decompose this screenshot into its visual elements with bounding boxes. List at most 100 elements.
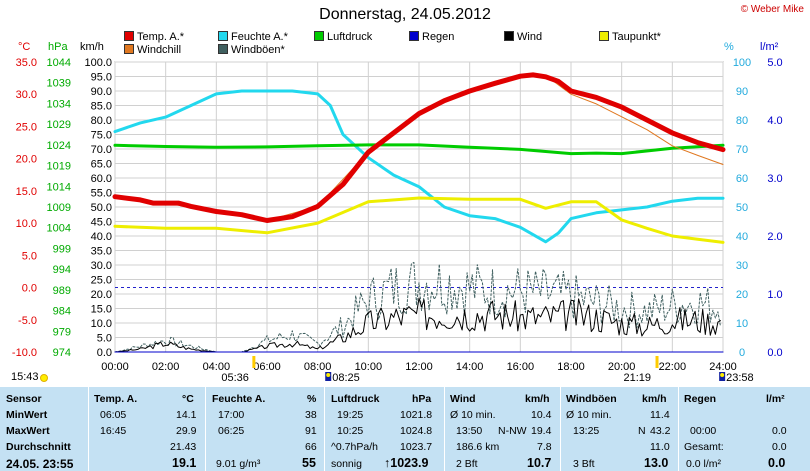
row-header-now: 24.05. 23:55 <box>6 457 74 471</box>
legend-label: Feuchte A.* <box>231 31 288 43</box>
temp-tick-label: 15.0 <box>16 186 37 198</box>
temp-avg-value: 21.43 <box>170 441 197 453</box>
legend-label: Windböen* <box>231 44 285 56</box>
wind-tick-label: 100.0 <box>84 57 112 69</box>
press-max-time: 10:25 <box>337 425 364 437</box>
wind-beaufort: 2 Bft <box>456 458 478 470</box>
hum-avg-value: 66 <box>305 441 317 453</box>
sunset-label: 21:19 <box>623 372 651 384</box>
pressure-tick-label: 974 <box>53 347 71 359</box>
hum-col-header: Feuchte A. <box>212 393 266 405</box>
hum-min-value: 38 <box>305 409 317 421</box>
gust-col-unit: km/h <box>642 393 667 405</box>
hum-col-unit: % <box>307 393 317 405</box>
series-windb-en <box>114 261 721 353</box>
humidity-tick-label: 90 <box>736 86 748 98</box>
row-header-min: MinWert <box>6 409 48 421</box>
pressure-tick-label: 1014 <box>47 181 71 193</box>
wind-col-unit: km/h <box>525 393 550 405</box>
wind-tick-label: 55.0 <box>91 188 112 200</box>
humidity-tick-label: 70 <box>736 144 748 156</box>
pressure-tick-label: 1044 <box>47 57 71 69</box>
press-now-value: ↑1023.9 <box>384 456 429 470</box>
humidity-axis-unit: % <box>724 41 734 53</box>
x-tick-label: 10:00 <box>355 361 383 373</box>
temp-axis-unit: °C <box>18 41 31 53</box>
pressure-tick-label: 1039 <box>47 78 71 90</box>
rain-max-value: 0.0 <box>772 425 787 437</box>
press-min-time: 19:25 <box>337 409 364 421</box>
temp-tick-label: -5.0 <box>18 315 37 327</box>
x-tick-label: 02:00 <box>152 361 180 373</box>
wind-tick-label: 40.0 <box>91 231 112 243</box>
temp-min-time: 06:05 <box>100 409 127 421</box>
temp-tick-label: 20.0 <box>16 154 37 166</box>
series-luftdruck <box>113 143 725 156</box>
wind-tick-label: 60.0 <box>91 173 112 185</box>
press-max-value: 1024.8 <box>400 425 433 437</box>
temp-col-header: Temp. A. <box>94 393 138 405</box>
pressure-tick-label: 979 <box>53 326 71 338</box>
temp-tick-label: 25.0 <box>16 121 37 133</box>
press-col-unit: hPa <box>412 393 432 405</box>
temp-max-value: 29.9 <box>176 425 197 437</box>
chart-title: Donnerstag, 24.05.2012 <box>319 6 491 23</box>
series-taupunkt <box>113 196 725 244</box>
legend-item-humidity: Feuchte A.* <box>218 31 288 43</box>
rain-col-header: Regen <box>684 393 717 405</box>
humidity-tick-label: 10 <box>736 318 748 330</box>
x-tick-label: 14:00 <box>456 361 484 373</box>
wind-min-value: 10.4 <box>531 409 552 421</box>
legend-item-temp: Temp. A.* <box>124 31 184 43</box>
wind-tick-label: 85.0 <box>91 101 112 113</box>
pressure-tick-label: 984 <box>53 306 71 318</box>
humidity-tick-label: 0 <box>739 347 745 359</box>
pressure-tick-label: 989 <box>53 285 71 297</box>
pressure-tick-label: 999 <box>53 243 71 255</box>
gust-min-time: Ø 10 min. <box>566 409 612 421</box>
moonrise-moon-icon <box>326 373 331 377</box>
temp-now-value: 19.1 <box>172 456 197 470</box>
humidity-tick-label: 20 <box>736 289 748 301</box>
wind-tick-label: 95.0 <box>91 72 112 84</box>
pressure-tick-label: 1019 <box>47 161 71 173</box>
rain-col-unit: l/m² <box>766 393 785 405</box>
sun-icon <box>40 374 48 382</box>
wind-min-time: Ø 10 min. <box>450 409 496 421</box>
legend-label: Wind <box>517 31 543 43</box>
wind-tick-label: 20.0 <box>91 289 112 301</box>
legend-item-dewpoint: Taupunkt* <box>599 31 661 43</box>
legend-label: Regen <box>422 31 455 43</box>
x-tick-label: 06:00 <box>253 361 281 373</box>
wind-tick-label: 15.0 <box>91 304 112 316</box>
press-min-value: 1021.8 <box>400 409 433 421</box>
pressure-tick-label: 1009 <box>47 202 71 214</box>
press-avg-value: 1023.7 <box>400 441 433 453</box>
gust-avg-value: 11.0 <box>650 441 670 453</box>
wind-tick-label: 75.0 <box>91 130 112 142</box>
series-feuchte-a <box>113 89 725 244</box>
temp-tick-label: 5.0 <box>22 250 37 262</box>
x-tick-label: 12:00 <box>405 361 433 373</box>
gust-max-direction: N <box>638 425 646 437</box>
row-header-max: MaxWert <box>6 425 50 437</box>
rain-tick-label: 3.0 <box>767 173 782 185</box>
rain-total-label: Gesamt: <box>684 441 724 453</box>
temp-col-unit: °C <box>182 393 194 405</box>
rain-max-time: 00:00 <box>690 425 717 437</box>
wind-max-value: 19.4 <box>531 425 552 437</box>
wind-now-value: 10.7 <box>527 456 552 470</box>
wind-tick-label: 70.0 <box>91 144 112 156</box>
wind-tick-label: 0.0 <box>97 347 112 359</box>
moonset-label: 23:58 <box>726 372 754 384</box>
temp-tick-label: -10.0 <box>12 347 37 359</box>
temp-tick-label: 10.0 <box>16 218 37 230</box>
rain-total-value: 0.0 <box>772 441 787 453</box>
hum-now-extra: 9.01 g/m³ <box>216 458 261 470</box>
legend-item-gusts: Windböen* <box>218 44 285 56</box>
wind-tick-label: 65.0 <box>91 159 112 171</box>
row-header-sensor: Sensor <box>6 393 42 405</box>
x-tick-label: 24:00 <box>709 361 737 373</box>
last-update-label: 15:43 <box>11 371 39 383</box>
wind-tick-label: 90.0 <box>91 86 112 98</box>
